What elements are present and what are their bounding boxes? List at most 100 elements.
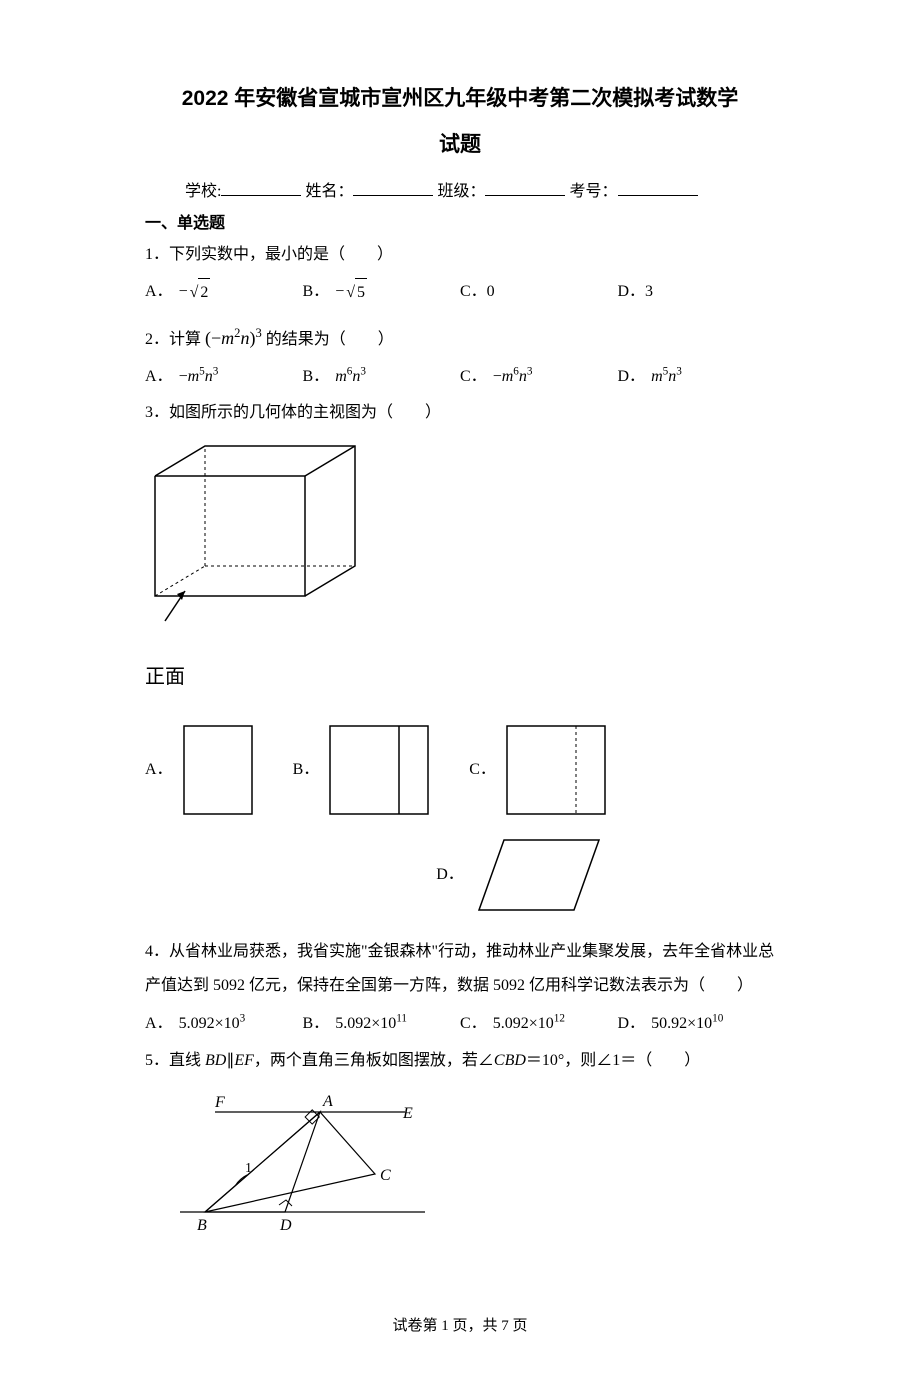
- q5-ef: EF: [234, 1052, 254, 1069]
- q3-opt-a[interactable]: A．: [145, 725, 253, 815]
- exam-subtitle: 试题: [145, 126, 775, 164]
- q1-opt-b-label: B．: [303, 278, 330, 307]
- label-A: A: [322, 1093, 333, 1110]
- q1-b-neg: −: [335, 278, 344, 307]
- q4-opt-b-label: B．: [303, 1010, 330, 1039]
- q3-opt-c-label: C．: [469, 756, 496, 785]
- label-E: E: [402, 1105, 413, 1122]
- q4-d-expr: 50.92×1010: [651, 1010, 723, 1039]
- q2-opt-d-label: D．: [618, 363, 646, 392]
- q4-opt-d[interactable]: D． 50.92×1010: [618, 1010, 776, 1039]
- q4-opt-c-label: C．: [460, 1010, 487, 1039]
- q1-opt-b[interactable]: B． −5: [303, 278, 461, 308]
- name-blank[interactable]: [353, 180, 433, 196]
- q2-opt-d[interactable]: D． m5n3: [618, 363, 776, 392]
- section-header: 一、单选题: [145, 210, 775, 239]
- q1-opt-a-label: A．: [145, 278, 173, 307]
- q5-cbd: CBD: [494, 1052, 526, 1069]
- label-C: C: [380, 1167, 391, 1184]
- q4-a-expr: 5.092×103: [179, 1010, 246, 1039]
- q5-bd: BD: [205, 1052, 226, 1069]
- q2-m: m: [221, 328, 234, 348]
- q2-opt-b[interactable]: B． m6n3: [303, 363, 461, 392]
- label-D: D: [279, 1217, 292, 1234]
- q2-d-expr: m5n3: [651, 363, 682, 392]
- q1-a-neg: −: [179, 278, 188, 307]
- q4-b-expr: 5.092×1011: [335, 1010, 407, 1039]
- q2-opt-c[interactable]: C． −m6n3: [460, 363, 618, 392]
- q3-options-row1: A． B． C．: [145, 725, 775, 815]
- q1-text: 1．下列实数中，最小的是（ ）: [145, 241, 775, 270]
- rect-split-icon: [329, 725, 429, 815]
- label-F: F: [214, 1094, 225, 1111]
- label-1: 1: [245, 1161, 252, 1176]
- sqrt-icon: 5: [344, 278, 367, 308]
- student-info: 学校: 姓名： 班级： 考号：: [145, 178, 775, 207]
- q2-n: n: [240, 328, 249, 348]
- examno-label: 考号：: [569, 183, 617, 200]
- q2-pre: 2．计算: [145, 331, 201, 348]
- page-footer: 试卷第 1 页，共 7 页: [145, 1313, 775, 1340]
- q3-options-row2: D．: [145, 835, 775, 915]
- sqrt-icon: 2: [188, 278, 211, 308]
- q3-text: 3．如图所示的几何体的主视图为（ ）: [145, 399, 775, 428]
- examno-blank[interactable]: [618, 180, 698, 196]
- q3-opt-a-label: A．: [145, 756, 173, 785]
- q5-mid2: ＝10°，则∠1＝（ ）: [526, 1052, 700, 1069]
- front-label: 正面: [145, 659, 775, 695]
- q2-opt-c-label: C．: [460, 363, 487, 392]
- q1-b-val: 5: [355, 278, 367, 308]
- q2-text: 2．计算 (−m2n)3 的结果为（ ）: [145, 322, 775, 355]
- q1-opt-c[interactable]: C．0: [460, 278, 618, 308]
- question-4: 4．从省林业局获悉，我省实施"金银森林"行动，推动林业产业集聚发展，去年全省林业…: [145, 935, 775, 1039]
- question-1: 1．下列实数中，最小的是（ ） A． −2 B． −5 C．0 D．3: [145, 241, 775, 308]
- q2-opt-b-label: B．: [303, 363, 330, 392]
- q3-opt-d[interactable]: D．: [436, 835, 604, 915]
- q2-expr: (−m2n)3: [205, 328, 262, 348]
- rect-dash-icon: [506, 725, 606, 815]
- q5-mid1: ，两个直角三角板如图摆放，若∠: [254, 1052, 494, 1069]
- q1-opt-d[interactable]: D．3: [618, 278, 776, 308]
- prism-icon: [145, 436, 365, 656]
- class-label: 班级：: [437, 183, 485, 200]
- q2-a-expr: −m5n3: [179, 363, 219, 392]
- class-blank[interactable]: [485, 180, 565, 196]
- q2-post: 的结果为（ ）: [266, 331, 394, 348]
- q1-options: A． −2 B． −5 C．0 D．3: [145, 278, 775, 308]
- q1-opt-c-label: C．0: [460, 278, 495, 307]
- q4-opt-a[interactable]: A． 5.092×103: [145, 1010, 303, 1039]
- name-label: 姓名：: [305, 183, 353, 200]
- q3-opt-c[interactable]: C．: [469, 725, 606, 815]
- q2-b-expr: m6n3: [335, 363, 366, 392]
- q2-options: A． −m5n3 B． m6n3 C． −m6n3 D． m5n3: [145, 363, 775, 392]
- question-2: 2．计算 (−m2n)3 的结果为（ ） A． −m5n3 B． m6n3 C．…: [145, 322, 775, 392]
- q1-opt-d-label: D．3: [618, 278, 654, 307]
- q3-opt-d-label: D．: [436, 861, 464, 890]
- q4-opt-b[interactable]: B． 5.092×1011: [303, 1010, 461, 1039]
- q4-options: A． 5.092×103 B． 5.092×1011 C． 5.092×1012…: [145, 1010, 775, 1039]
- triangle-figure-icon: F A E B D C 1: [175, 1092, 435, 1242]
- q1-a-val: 2: [198, 278, 210, 308]
- parallelogram-icon: [474, 835, 604, 915]
- q5-figure: F A E B D C 1: [145, 1092, 775, 1253]
- q1-opt-a[interactable]: A． −2: [145, 278, 303, 308]
- q4-c-expr: 5.092×1012: [493, 1010, 565, 1039]
- school-label: 学校:: [185, 183, 221, 200]
- q3-opt-b-label: B．: [293, 756, 320, 785]
- q3-opt-b[interactable]: B．: [293, 725, 430, 815]
- question-3: 3．如图所示的几何体的主视图为（ ） 正面 A． B． C．: [145, 399, 775, 915]
- q4-opt-c[interactable]: C． 5.092×1012: [460, 1010, 618, 1039]
- q4-text: 4．从省林业局获悉，我省实施"金银森林"行动，推动林业产业集聚发展，去年全省林业…: [145, 935, 775, 1002]
- q2-c-expr: −m6n3: [493, 363, 533, 392]
- q4-opt-a-label: A．: [145, 1010, 173, 1039]
- question-5: 5．直线 BD∥EF，两个直角三角板如图摆放，若∠CBD＝10°，则∠1＝（ ）…: [145, 1047, 775, 1253]
- school-blank[interactable]: [221, 180, 301, 196]
- label-B: B: [197, 1217, 207, 1234]
- q5-pre: 5．直线: [145, 1052, 205, 1069]
- q2-opt-a-label: A．: [145, 363, 173, 392]
- q5-text: 5．直线 BD∥EF，两个直角三角板如图摆放，若∠CBD＝10°，则∠1＝（ ）: [145, 1047, 775, 1076]
- rect-icon: [183, 725, 253, 815]
- q2-opt-a[interactable]: A． −m5n3: [145, 363, 303, 392]
- q3-prism-figure: 正面: [145, 436, 775, 695]
- exam-title: 2022 年安徽省宣城市宣州区九年级中考第二次模拟考试数学: [145, 80, 775, 118]
